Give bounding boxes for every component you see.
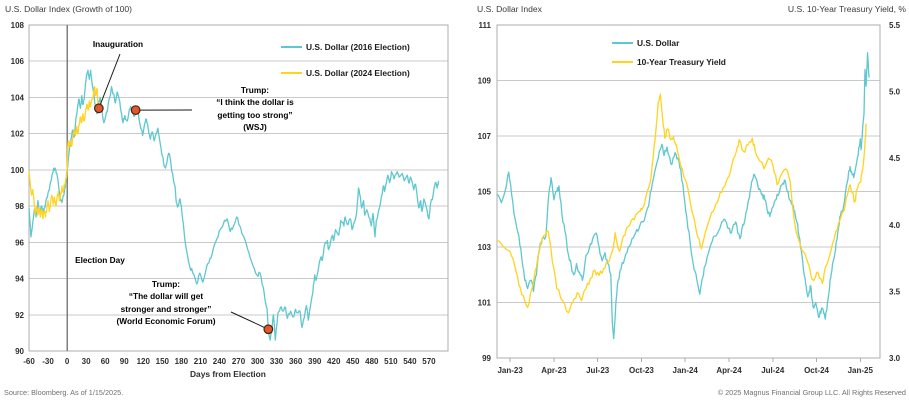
x-axis-tick-label: Oct-24 — [804, 366, 829, 375]
annotation-marker-trump-wef — [263, 324, 274, 335]
legend-label-us-dollar: U.S. Dollar — [637, 38, 680, 48]
legend-item-10y-yield: 10-Year Treasury Yield — [612, 57, 726, 67]
x-axis-tick-label: 300 — [251, 357, 265, 366]
x-axis-tick-label: 420 — [327, 357, 341, 366]
y-axis-tick-label: 108 — [11, 21, 25, 30]
dollar-vs-yield-chart: 99 101 103 105 107 109 111 3.0 3.5 4.0 4.5 5.0 5.5 Ja… — [478, 21, 901, 375]
teal-line-swatch-icon — [281, 45, 302, 49]
series-line-us-dollar — [496, 52, 870, 340]
yellow-line-swatch-icon — [612, 60, 633, 64]
annotation-marker-trump-wsj — [130, 105, 141, 116]
y2-axis-tick-label: 4.0 — [889, 221, 901, 230]
x-axis-tick-label: Jan-25 — [848, 366, 874, 375]
legend-label-10y-yield: 10-Year Treasury Yield — [637, 57, 726, 67]
x-axis-tick-label: 210 — [194, 357, 208, 366]
series-line-2016 — [28, 69, 440, 341]
legend-item-us-dollar: U.S. Dollar — [612, 38, 679, 48]
x-axis-tick-label: Jul-23 — [586, 366, 610, 375]
y2-axis-tick-label: 3.5 — [889, 287, 901, 296]
x-axis-tick-label: -60 — [23, 357, 35, 366]
election-dollar-chart: 90 92 94 96 98 100 102 104 106 108 -60 -30 0 30 60 90 12… — [11, 21, 449, 366]
x-axis-tick-label: -30 — [42, 357, 54, 366]
right-chart-right-axis-title: U.S. 10-Year Treasury Yield, % — [787, 4, 906, 14]
y-axis-tick-label: 100 — [11, 166, 25, 175]
y-axis-tick-label: 109 — [478, 77, 492, 86]
x-axis-tick-label: 60 — [101, 357, 110, 366]
x-axis-tick-label: Jan-23 — [497, 366, 523, 375]
y-axis-tick-label: 111 — [479, 21, 492, 30]
right-chart-left-axis-title: U.S. Dollar Index — [477, 4, 542, 14]
x-axis-tick-label: 330 — [270, 357, 284, 366]
x-axis-tick-label: 390 — [308, 357, 322, 366]
y-axis-tick-label: 107 — [478, 132, 492, 141]
y-axis-tick-label: 105 — [478, 188, 492, 197]
y-axis-tick-label: 99 — [482, 354, 491, 363]
y-axis-tick-label: 103 — [478, 243, 492, 252]
y-axis-tick-label: 92 — [15, 311, 24, 320]
x-axis-tick-label: Jan-24 — [673, 366, 699, 375]
x-axis-tick-label: 0 — [65, 357, 70, 366]
annotation-inauguration: Inauguration — [92, 39, 144, 49]
annotation-trump-wef: Trump: “The dollar will get stronger and s… — [116, 279, 216, 327]
left-chart-title: U.S. Dollar Index (Growth of 100) — [5, 4, 133, 14]
plot-border — [28, 24, 449, 352]
x-axis-tick-label: Oct-23 — [629, 366, 654, 375]
y-axis-tick-label: 102 — [11, 130, 25, 139]
y-axis-tick-label: 90 — [15, 347, 24, 356]
x-axis-tick-label: 510 — [384, 357, 398, 366]
x-axis-tick-label: 450 — [346, 357, 360, 366]
series-line-2024 — [28, 85, 100, 220]
x-axis-tick-label: Apr-23 — [541, 366, 567, 375]
x-axis-tick-label: 240 — [213, 357, 227, 366]
x-axis-tick-label: 30 — [82, 357, 91, 366]
y-axis-tick-label: 96 — [15, 238, 24, 247]
plot-border — [496, 24, 881, 359]
x-axis-tick-label: 270 — [232, 357, 246, 366]
legend-item-2024: U.S. Dollar (2024 Election) — [281, 68, 410, 78]
x-axis-title: Days from Election — [190, 369, 266, 379]
y-axis-tick-label: 106 — [11, 57, 25, 66]
annotation-election-day: Election Day — [75, 255, 125, 265]
x-axis-tick-label: 150 — [156, 357, 170, 366]
y-axis-tick-label: 98 — [15, 202, 24, 211]
series-line-treasury-yield — [496, 93, 867, 314]
y2-axis-tick-label: 4.5 — [889, 154, 901, 163]
x-axis-tick-label: 480 — [365, 357, 379, 366]
y2-axis-tick-label: 5.5 — [889, 21, 901, 30]
legend-label-2016: U.S. Dollar (2016 Election) — [306, 42, 410, 52]
teal-line-swatch-icon — [612, 41, 633, 45]
y2-axis-tick-label: 5.0 — [889, 88, 901, 97]
source-note: Source: Bloomberg. As of 1/15/2025. — [4, 388, 124, 397]
legend-label-2024: U.S. Dollar (2024 Election) — [306, 68, 410, 78]
x-axis-tick-label: 120 — [137, 357, 151, 366]
x-axis-tick-label: 90 — [120, 357, 129, 366]
yellow-line-swatch-icon — [281, 71, 302, 75]
x-axis-tick-label: 570 — [422, 357, 436, 366]
y-axis-tick-label: 94 — [15, 275, 24, 284]
y2-axis-tick-label: 3.0 — [889, 354, 901, 363]
legend-item-2016: U.S. Dollar (2016 Election) — [281, 42, 410, 52]
x-axis-tick-label: 180 — [175, 357, 189, 366]
y-axis-tick-label: 104 — [11, 93, 25, 102]
x-axis-tick-label: Jul-24 — [761, 366, 785, 375]
annotation-marker-inauguration — [93, 103, 104, 114]
annotation-trump-wsj: Trump: “I think the dollar is getting too … — [216, 85, 294, 133]
copyright-note: © 2025 Magnus Financial Group LLC. All R… — [717, 388, 906, 397]
annotation-leader-line — [230, 311, 269, 330]
x-axis-tick-label: 360 — [289, 357, 303, 366]
x-axis-tick-label: 540 — [403, 357, 417, 366]
x-axis-tick-label: Apr-24 — [716, 366, 742, 375]
annotation-leader-line — [98, 53, 121, 109]
y-axis-tick-label: 101 — [478, 299, 492, 308]
